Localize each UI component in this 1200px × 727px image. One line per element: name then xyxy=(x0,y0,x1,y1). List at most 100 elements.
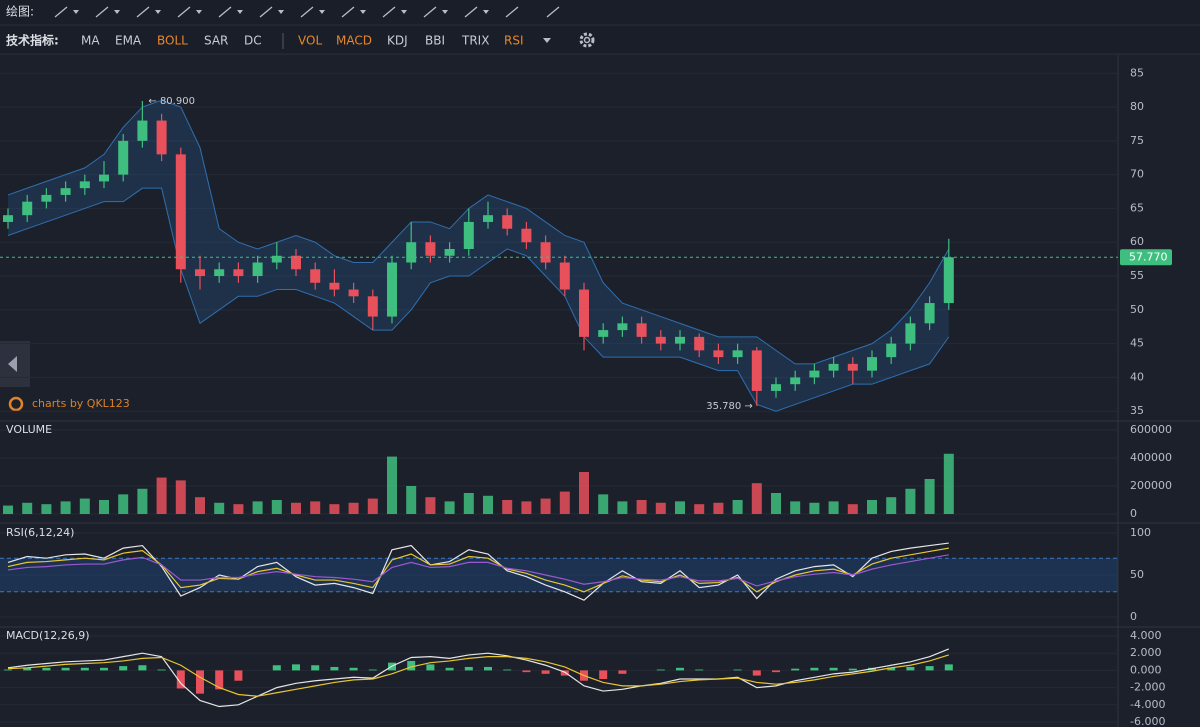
volume-bar xyxy=(367,498,378,514)
tool-dropdown[interactable] xyxy=(319,10,325,14)
draw-tool[interactable] xyxy=(218,6,243,18)
macd-histogram-bar xyxy=(330,666,339,671)
macd-histogram-bar xyxy=(656,669,665,671)
indicator-button[interactable]: RSI xyxy=(504,34,524,48)
macd-histogram-bar xyxy=(176,670,185,689)
scroll-left-button[interactable] xyxy=(0,341,30,387)
volume-bar xyxy=(751,483,762,514)
indicator-button[interactable]: TRIX xyxy=(461,34,489,48)
volume-bar xyxy=(195,497,205,514)
macd-histogram-bar xyxy=(426,664,435,671)
macd-histogram-bar xyxy=(138,665,147,671)
draw-tool[interactable] xyxy=(300,6,325,18)
tool-dropdown[interactable] xyxy=(73,10,79,14)
draw-tool[interactable] xyxy=(177,6,202,18)
draw-tool[interactable] xyxy=(423,6,448,18)
draw-tool[interactable] xyxy=(464,6,489,18)
indicator-button[interactable]: EMA xyxy=(115,34,142,48)
tool-glyph[interactable] xyxy=(54,6,68,18)
macd-histogram-bar xyxy=(445,667,454,671)
tool-glyph[interactable] xyxy=(177,6,191,18)
candle-body xyxy=(790,377,801,385)
volume-bar xyxy=(387,456,397,514)
macd-histogram-bar xyxy=(368,669,377,671)
candle-body xyxy=(406,242,417,263)
draw-tool[interactable] xyxy=(136,6,161,18)
tool-glyph[interactable] xyxy=(423,6,437,18)
indicator-button[interactable]: MA xyxy=(81,34,100,48)
tool-dropdown[interactable] xyxy=(401,10,407,14)
indicator-button[interactable]: DC xyxy=(244,34,262,48)
candle-body xyxy=(118,140,129,175)
tool-glyph[interactable] xyxy=(464,6,478,18)
macd-histogram-bar xyxy=(676,667,684,671)
candle-body xyxy=(233,269,244,277)
candle-body xyxy=(713,350,724,358)
tool-glyph[interactable] xyxy=(259,6,273,18)
candle-body xyxy=(732,350,743,358)
tool-glyph[interactable] xyxy=(341,6,355,18)
volume-bar xyxy=(137,488,148,514)
rsi-line xyxy=(7,554,949,587)
draw-tool[interactable] xyxy=(382,6,407,18)
y-tick-label: 600000 xyxy=(1130,423,1172,436)
tool-dropdown[interactable] xyxy=(360,10,366,14)
draw-tool[interactable] xyxy=(95,6,120,18)
tool-dropdown[interactable] xyxy=(442,10,448,14)
macd-line xyxy=(7,648,950,708)
macd-histogram-bar xyxy=(695,669,704,671)
draw-tool[interactable] xyxy=(341,6,366,18)
candle-body xyxy=(425,242,436,256)
candle-body xyxy=(463,221,474,249)
volume-bar xyxy=(540,498,551,514)
tool-glyph[interactable] xyxy=(382,6,396,18)
draw-tool[interactable] xyxy=(54,6,79,18)
tool-glyph[interactable] xyxy=(300,6,314,18)
volume-bar xyxy=(675,501,685,514)
volume-bar xyxy=(310,501,321,514)
indicator-button[interactable]: KDJ xyxy=(387,34,408,48)
volume-bar xyxy=(41,504,52,514)
tool-glyph[interactable] xyxy=(546,6,560,18)
panel-title: MACD(12,26,9) xyxy=(6,629,90,642)
candle-body xyxy=(310,269,321,283)
volume-bar xyxy=(60,501,71,514)
tool-dropdown[interactable] xyxy=(114,10,120,14)
tool-dropdown[interactable] xyxy=(278,10,284,14)
y-tick-label: 0 xyxy=(1130,610,1137,623)
tool-dropdown[interactable] xyxy=(196,10,202,14)
more-dropdown[interactable] xyxy=(543,38,551,43)
macd-histogram-bar xyxy=(906,666,915,671)
draw-tool[interactable] xyxy=(259,6,284,18)
indicator-button[interactable]: BBI xyxy=(425,34,445,48)
volume-bar xyxy=(3,505,13,514)
settings-gear[interactable] xyxy=(579,32,595,48)
indicator-button[interactable]: SAR xyxy=(204,34,228,48)
candle-body xyxy=(252,262,263,277)
candle-body xyxy=(886,343,897,358)
volume-bar xyxy=(559,491,570,514)
last-price-label: 57.770 xyxy=(1129,250,1168,263)
indicator-label: 技术指标: xyxy=(6,33,59,48)
tool-dropdown[interactable] xyxy=(483,10,489,14)
tool-glyph[interactable] xyxy=(95,6,109,18)
indicator-button[interactable]: BOLL xyxy=(157,34,188,48)
panel-title: RSI(6,12,24) xyxy=(6,526,74,539)
volume-bar xyxy=(809,502,820,514)
macd-histogram-bar xyxy=(944,664,953,671)
draw-tool[interactable] xyxy=(505,6,519,18)
candle-body xyxy=(924,303,935,324)
macd-histogram-bar xyxy=(119,666,128,671)
tool-glyph[interactable] xyxy=(218,6,232,18)
candle-body xyxy=(617,323,628,331)
volume-bar xyxy=(713,502,724,514)
tool-dropdown[interactable] xyxy=(237,10,243,14)
indicator-button[interactable]: VOL xyxy=(298,34,322,48)
draw-tool[interactable] xyxy=(546,6,560,18)
tool-glyph[interactable] xyxy=(136,6,150,18)
tool-glyph[interactable] xyxy=(505,6,519,18)
tool-dropdown[interactable] xyxy=(155,10,161,14)
indicator-button[interactable]: MACD xyxy=(336,34,372,48)
